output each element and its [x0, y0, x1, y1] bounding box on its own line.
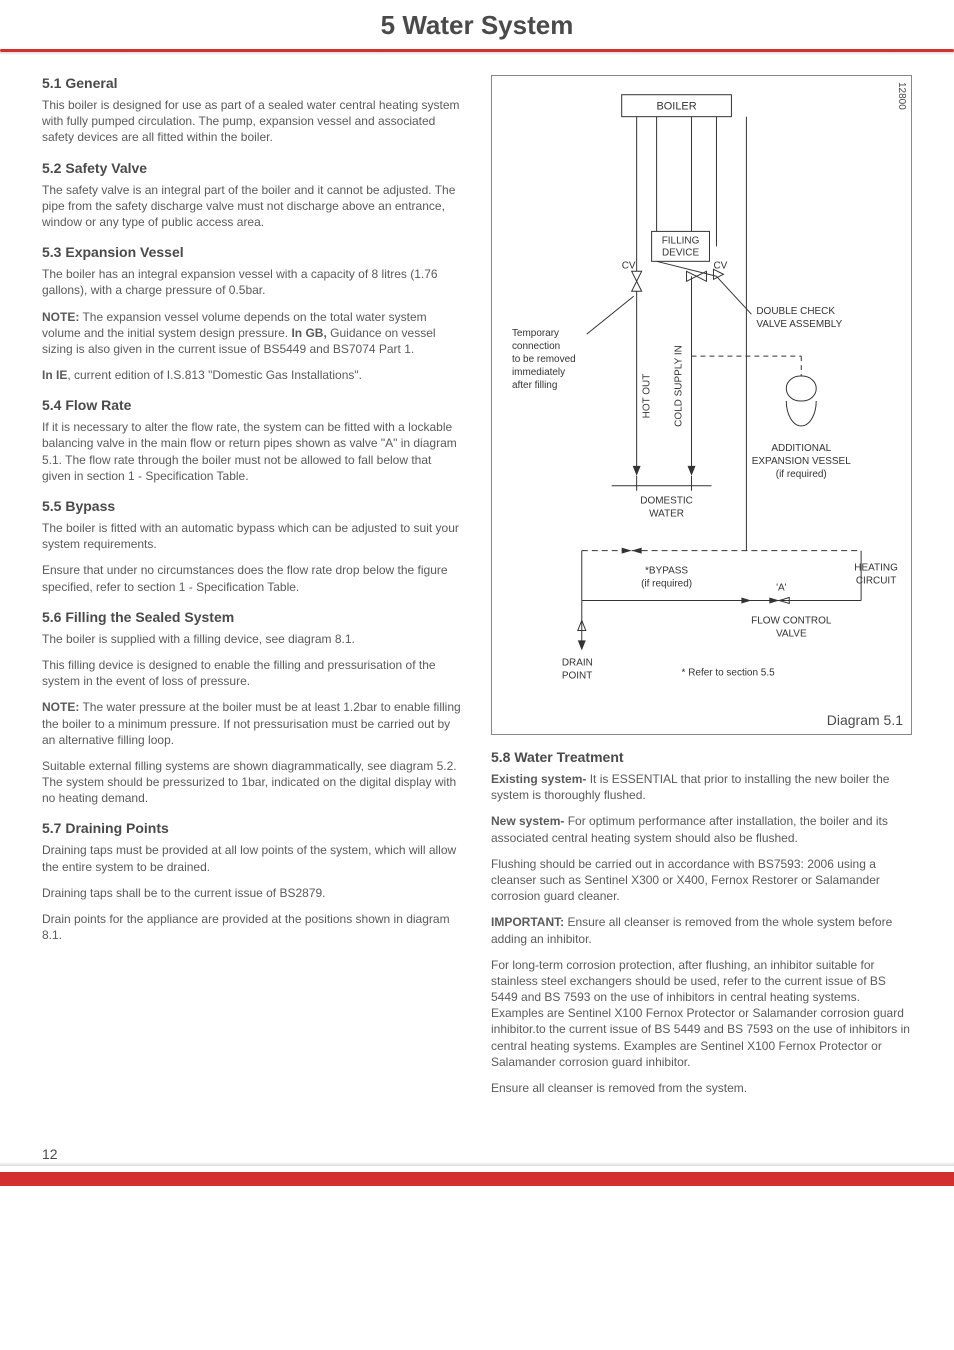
diagram-label: (if required) [641, 579, 692, 590]
heading-5-2: 5.2 Safety Valve [42, 160, 463, 176]
para: Drain points for the appliance are provi… [42, 911, 463, 943]
diagram-label: FILLING [662, 235, 700, 246]
footer-bar [0, 1172, 954, 1186]
heading-5-1: 5.1 General [42, 75, 463, 91]
heading-5-6: 5.6 Filling the Sealed System [42, 609, 463, 625]
para: Ensure that under no circumstances does … [42, 562, 463, 594]
important-label: IMPORTANT: [491, 915, 564, 929]
diagram-label: immediately [512, 367, 565, 378]
page-footer: 12 [0, 1146, 954, 1162]
diagram-label: to be removed [512, 354, 576, 365]
note-label: NOTE: [42, 700, 79, 714]
note-label: NOTE: [42, 310, 79, 324]
heading-5-5: 5.5 Bypass [42, 498, 463, 514]
para: The boiler is supplied with a filling de… [42, 631, 463, 647]
diagram-id: 12800 [896, 82, 907, 110]
para: Existing system- It is ESSENTIAL that pr… [491, 771, 912, 803]
diagram-label: VALVE [776, 628, 807, 639]
diagram-label: ADDITIONAL [771, 443, 831, 454]
diagram-label: BOILER [656, 101, 696, 113]
diagram-label: *BYPASS [645, 566, 688, 577]
page-title: 5 Water System [0, 10, 954, 41]
diagram-label: (if required) [776, 469, 827, 480]
diagram-label: * Refer to section 5.5 [682, 667, 776, 678]
diagram-label: 'A' [776, 583, 787, 594]
para: Flushing should be carried out in accord… [491, 856, 912, 905]
para: Draining taps must be provided at all lo… [42, 842, 463, 874]
bold-text: Existing system- [491, 772, 586, 786]
para: This filling device is designed to enabl… [42, 657, 463, 689]
text: The water pressure at the boiler must be… [42, 700, 461, 746]
para: If it is necessary to alter the flow rat… [42, 419, 463, 484]
bold-text: New system- [491, 814, 564, 828]
diagram-label: WATER [649, 509, 684, 520]
diagram-label: DOMESTIC [640, 496, 693, 507]
diagram-caption: Diagram 5.1 [827, 712, 903, 728]
heading-5-3: 5.3 Expansion Vessel [42, 244, 463, 260]
para: NOTE: The expansion vessel volume depend… [42, 309, 463, 358]
diagram-label: DOUBLE CHECK [756, 306, 835, 317]
diagram-svg: BOILER FILLING DEVICE CV CV [492, 76, 911, 716]
text: , current edition of I.S.813 "Domestic G… [67, 368, 362, 382]
para: The boiler has an integral expansion ves… [42, 266, 463, 298]
diagram-label: FLOW CONTROL [751, 615, 832, 626]
para: New system- For optimum performance afte… [491, 813, 912, 845]
para: The safety valve is an integral part of … [42, 182, 463, 231]
diagram-5-1: 12800 BOILER FILLING DEVICE CV CV [491, 75, 912, 735]
diagram-label: CV [713, 260, 727, 271]
diagram-label: CIRCUIT [856, 576, 896, 587]
diagram-label: DRAIN [562, 657, 593, 668]
diagram-label: COLD SUPPLY IN [674, 345, 685, 427]
title-rule [0, 49, 954, 57]
content-columns: 5.1 General This boiler is designed for … [0, 75, 954, 1106]
bold-text: In GB, [291, 326, 326, 340]
footer-shadow [0, 1162, 954, 1166]
para: NOTE: The water pressure at the boiler m… [42, 699, 463, 748]
right-column: 12800 BOILER FILLING DEVICE CV CV [491, 75, 912, 1106]
heading-5-8: 5.8 Water Treatment [491, 749, 912, 765]
diagram-label: CV [622, 260, 636, 271]
para: This boiler is designed for use as part … [42, 97, 463, 146]
diagram-label: POINT [562, 670, 592, 681]
para: For long-term corrosion protection, afte… [491, 957, 912, 1070]
bold-text: In IE [42, 368, 67, 382]
diagram-label: Temporary [512, 328, 559, 339]
diagram-label: HOT OUT [642, 374, 653, 419]
para: Draining taps shall be to the current is… [42, 885, 463, 901]
diagram-label: VALVE ASSEMBLY [756, 319, 842, 330]
diagram-label: connection [512, 341, 560, 352]
para: The boiler is fitted with an automatic b… [42, 520, 463, 552]
diagram-label: DEVICE [662, 247, 699, 258]
heading-5-4: 5.4 Flow Rate [42, 397, 463, 413]
para: Ensure all cleanser is removed from the … [491, 1080, 912, 1096]
diagram-label: EXPANSION VESSEL [752, 456, 851, 467]
para: IMPORTANT: Ensure all cleanser is remove… [491, 914, 912, 946]
heading-5-7: 5.7 Draining Points [42, 820, 463, 836]
page-number: 12 [42, 1146, 58, 1162]
para: Suitable external filling systems are sh… [42, 758, 463, 807]
para: In IE, current edition of I.S.813 "Domes… [42, 367, 463, 383]
diagram-label: after filling [512, 380, 557, 391]
left-column: 5.1 General This boiler is designed for … [42, 75, 463, 1106]
page-title-bar: 5 Water System [0, 10, 954, 41]
